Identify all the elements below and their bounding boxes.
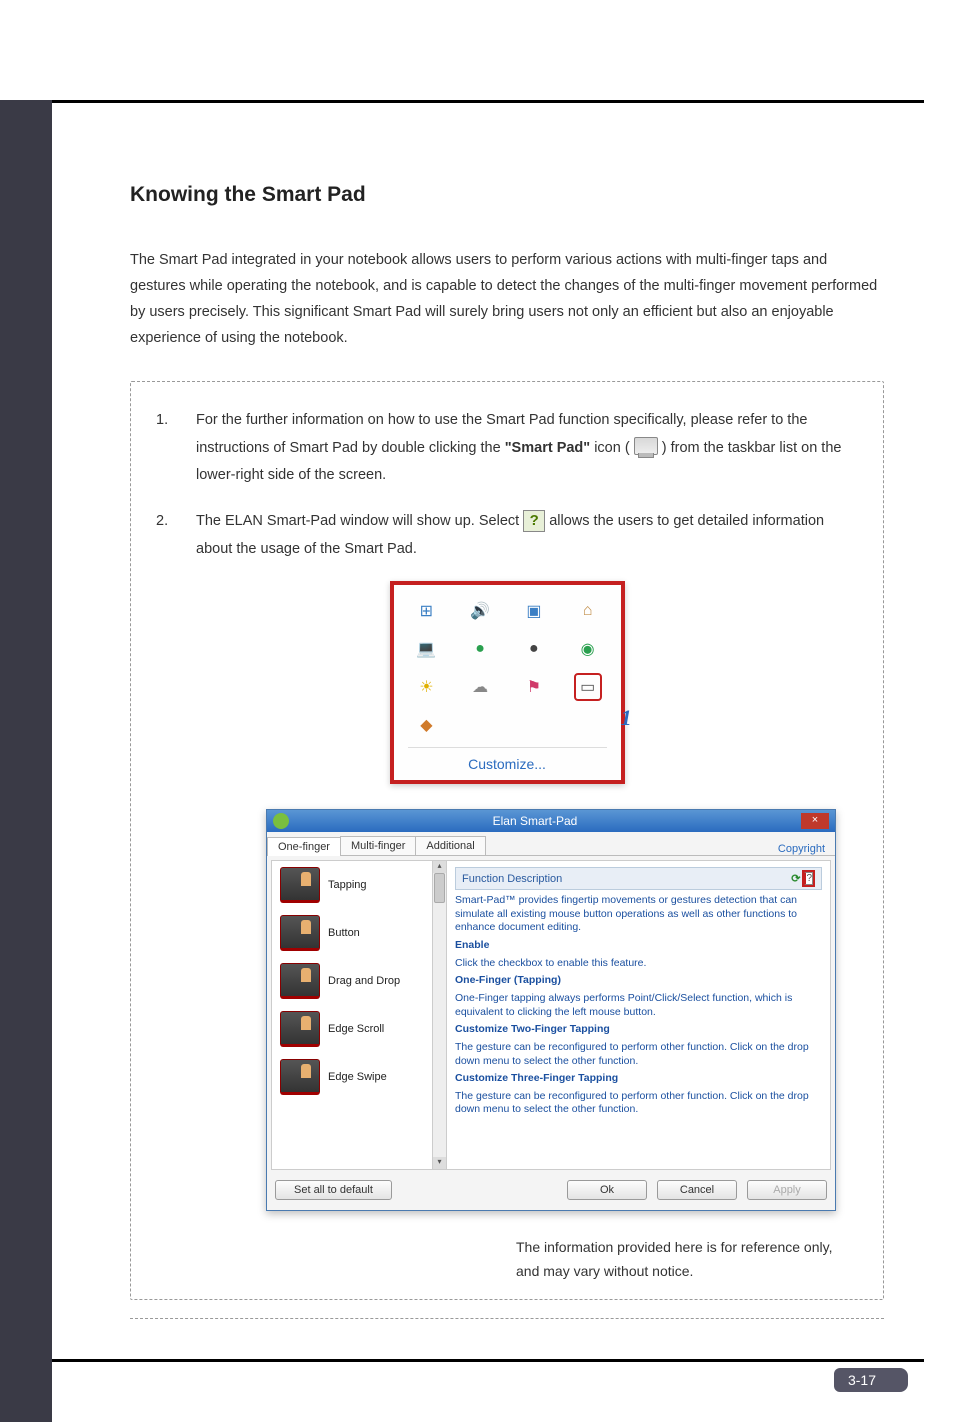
tray-icon-grid: ⊞🔊▣⌂💻●●◉☀☁⚑1▭◆ bbox=[408, 597, 607, 739]
tray-icon[interactable]: ● bbox=[466, 635, 494, 663]
fd-enable-head: Enable bbox=[455, 939, 822, 953]
tab-multi-finger[interactable]: Multi-finger bbox=[340, 836, 416, 855]
page-title: Knowing the Smart Pad bbox=[130, 183, 884, 207]
tray-icon[interactable]: ◆ bbox=[412, 711, 440, 739]
elan-title-text: Elan Smart-Pad bbox=[295, 814, 775, 828]
tray-icon[interactable]: ⚑ bbox=[520, 673, 548, 701]
tray-icon[interactable]: ● bbox=[520, 635, 548, 663]
tray-icon[interactable]: ▭ bbox=[574, 673, 602, 701]
sidebar-item-label: Edge Swipe bbox=[328, 1071, 387, 1083]
step-text: The ELAN Smart-Pad window will show up. … bbox=[196, 508, 858, 563]
bottom-rule bbox=[30, 1359, 924, 1362]
tray-popup: ⊞🔊▣⌂💻●●◉☀☁⚑1▭◆ Customize... bbox=[390, 581, 625, 784]
gesture-thumb-icon bbox=[280, 867, 320, 903]
sidebar-item-label: Tapping bbox=[328, 879, 367, 891]
function-description-header: Function Description ⟳ ? bbox=[455, 867, 822, 890]
sidebar-item-label: Edge Scroll bbox=[328, 1023, 384, 1035]
step-number: 2. bbox=[156, 508, 196, 563]
scrollbar[interactable]: ▴ ▾ bbox=[432, 861, 446, 1169]
step-1-mid: icon ( bbox=[594, 440, 629, 456]
elan-app-icon bbox=[273, 813, 289, 829]
elan-title-left: Elan Smart-Pad bbox=[273, 813, 775, 829]
sidebar-item-label: Button bbox=[328, 927, 360, 939]
fd-one-head: One-Finger (Tapping) bbox=[455, 974, 822, 988]
fd-two-text: The gesture can be reconfigured to perfo… bbox=[455, 1041, 822, 1068]
tray-customize-link[interactable]: Customize... bbox=[408, 747, 607, 772]
elan-footer: Set all to default Ok Cancel Apply bbox=[267, 1174, 835, 1210]
help-icon: ? bbox=[523, 510, 545, 532]
elan-titlebar: Elan Smart-Pad × bbox=[267, 810, 835, 832]
help-button[interactable]: ? bbox=[804, 872, 813, 885]
tray-icon[interactable]: ⌂ bbox=[574, 597, 602, 625]
step-text: For the further information on how to us… bbox=[196, 407, 858, 490]
close-icon[interactable]: × bbox=[801, 813, 829, 829]
fd-title: Function Description bbox=[462, 873, 562, 885]
sidebar-item[interactable]: Edge Swipe bbox=[272, 1053, 446, 1101]
sidebar-item[interactable]: Tapping bbox=[272, 861, 446, 909]
set-default-button[interactable]: Set all to default bbox=[275, 1180, 392, 1200]
tray-icon[interactable]: ☀ bbox=[412, 673, 440, 701]
smartpad-icon bbox=[634, 437, 658, 455]
scroll-down-icon[interactable]: ▾ bbox=[433, 1157, 446, 1169]
step-1: 1. For the further information on how to… bbox=[156, 407, 858, 490]
scroll-up-icon[interactable]: ▴ bbox=[433, 861, 446, 873]
bottom-dotted-rule bbox=[130, 1318, 884, 1319]
elan-body: Tapping Button Drag and Drop Edge Scroll Edg… bbox=[271, 860, 831, 1170]
sidebar-item[interactable]: Edge Scroll bbox=[272, 1005, 446, 1053]
step-1-bold: "Smart Pad" bbox=[505, 440, 590, 456]
tray-icon[interactable]: ◉ bbox=[574, 635, 602, 663]
elan-sidebar: Tapping Button Drag and Drop Edge Scroll Edg… bbox=[272, 861, 447, 1169]
fd-header-actions: ⟳ ? bbox=[791, 870, 815, 887]
refresh-icon[interactable]: ⟳ bbox=[791, 872, 800, 885]
fd-one-text: One-Finger tapping always performs Point… bbox=[455, 992, 822, 1019]
tab-one-finger[interactable]: One-finger bbox=[267, 837, 341, 856]
gesture-thumb-icon bbox=[280, 963, 320, 999]
fd-three-head: Customize Three-Finger Tapping bbox=[455, 1072, 822, 1086]
tray-icon[interactable]: 💻 bbox=[412, 635, 440, 663]
disclaimer: The information provided here is for ref… bbox=[516, 1236, 858, 1284]
sidebar-item-label: Drag and Drop bbox=[328, 975, 400, 987]
cancel-button[interactable]: Cancel bbox=[657, 1180, 737, 1200]
sidebar-item[interactable]: Drag and Drop bbox=[272, 957, 446, 1005]
fd-enable-text: Click the checkbox to enable this featur… bbox=[455, 957, 822, 971]
tray-icon[interactable]: ☁ bbox=[466, 673, 494, 701]
apply-button[interactable]: Apply bbox=[747, 1180, 827, 1200]
step-2: 2. The ELAN Smart-Pad window will show u… bbox=[156, 508, 858, 563]
gesture-thumb-icon bbox=[280, 1011, 320, 1047]
elan-main-panel: Function Description ⟳ ? 2 Smart-Pad™ pr… bbox=[447, 861, 830, 1169]
tray-icon[interactable]: ▣ bbox=[520, 597, 548, 625]
fd-three-text: The gesture can be reconfigured to perfo… bbox=[455, 1090, 822, 1117]
elan-window: Elan Smart-Pad × One-finger Multi-finger… bbox=[266, 809, 836, 1211]
tray-icon[interactable]: ⊞ bbox=[412, 597, 440, 625]
sidebar-item[interactable]: Button bbox=[272, 909, 446, 957]
elan-tabs: One-finger Multi-finger Additional Copyr… bbox=[267, 832, 835, 856]
scroll-thumb[interactable] bbox=[434, 873, 445, 903]
step-2-pre: The ELAN Smart-Pad window will show up. … bbox=[196, 513, 523, 529]
content: Knowing the Smart Pad The Smart Pad inte… bbox=[0, 103, 954, 1319]
page: Knowing the Smart Pad The Smart Pad inte… bbox=[0, 100, 954, 1422]
fd-intro: Smart-Pad™ provides fingertip movements … bbox=[455, 894, 822, 935]
gesture-thumb-icon bbox=[280, 1059, 320, 1095]
ok-button[interactable]: Ok bbox=[567, 1180, 647, 1200]
page-number-badge: 3-17 bbox=[834, 1368, 894, 1392]
tray-icon[interactable]: 🔊 bbox=[466, 597, 494, 625]
fd-two-head: Customize Two-Finger Tapping bbox=[455, 1023, 822, 1037]
step-number: 1. bbox=[156, 407, 196, 490]
left-rail bbox=[0, 100, 52, 1422]
help-button-highlight: ? bbox=[802, 870, 815, 887]
gesture-thumb-icon bbox=[280, 915, 320, 951]
tab-additional[interactable]: Additional bbox=[415, 836, 485, 855]
steps-list: 1. For the further information on how to… bbox=[156, 407, 858, 563]
copyright-link[interactable]: Copyright bbox=[778, 843, 835, 855]
callout-1: 1 bbox=[621, 705, 632, 731]
intro-paragraph: The Smart Pad integrated in your noteboo… bbox=[130, 247, 884, 351]
steps-box: 1. For the further information on how to… bbox=[130, 381, 884, 1299]
